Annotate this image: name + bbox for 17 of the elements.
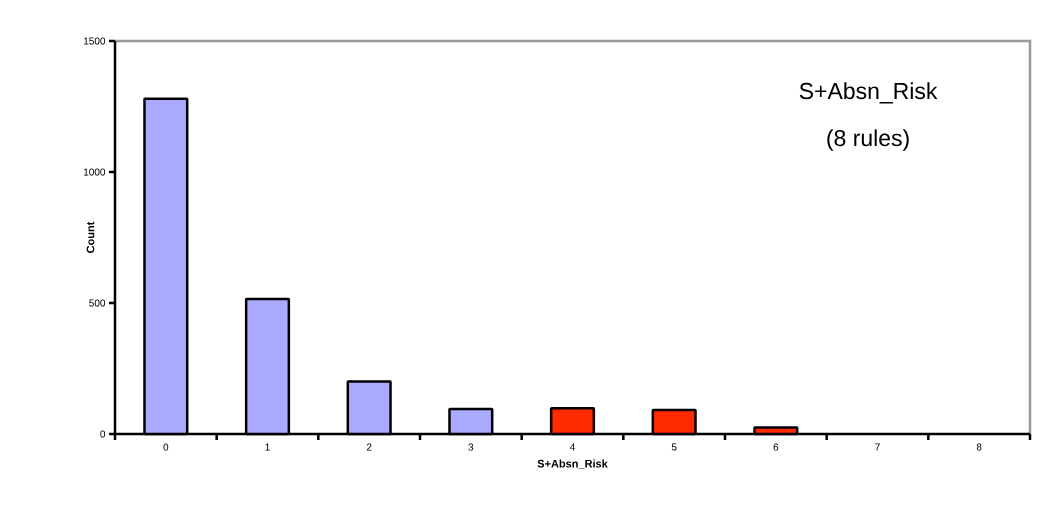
x-tick-label: 7 xyxy=(875,443,880,451)
y-tick-label: 0 xyxy=(100,430,106,438)
x-tick-label: 5 xyxy=(671,443,677,451)
y-tick-label: 500 xyxy=(89,299,106,307)
x-tick-label: 2 xyxy=(366,443,372,451)
y-tick-label: 1500 xyxy=(83,37,106,45)
text: (8 rules) xyxy=(827,129,909,151)
x-tick-label: 0 xyxy=(163,443,169,451)
y-axis-title: Count xyxy=(86,221,95,253)
x-axis-title: S+Absn_Risk xyxy=(537,459,608,469)
x-tick-label: 1 xyxy=(265,443,270,451)
x-tick-label: 6 xyxy=(773,443,779,451)
x-tick-label: 3 xyxy=(468,443,474,451)
x-tick-label: 4 xyxy=(569,443,575,451)
text: S+Absn_Risk xyxy=(799,82,938,104)
x-tick-label: 8 xyxy=(976,443,982,451)
y-tick-label: 1000 xyxy=(83,168,106,176)
